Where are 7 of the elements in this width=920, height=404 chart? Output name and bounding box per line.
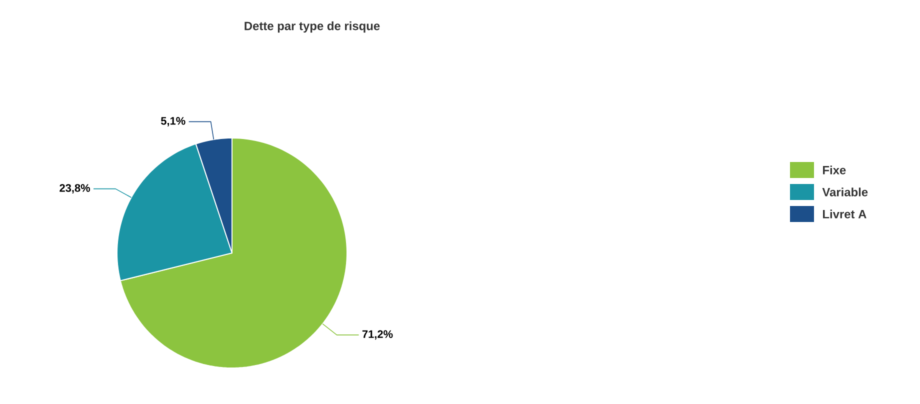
legend-label: Fixe — [823, 166, 846, 174]
legend-label: Variable — [822, 188, 868, 196]
chart-title: Dette par type de risque — [244, 21, 380, 33]
data-label: 5,1% — [160, 117, 186, 126]
legend-label: Livret A — [823, 210, 866, 218]
data-label: 71,2% — [362, 330, 393, 340]
data-label: 23,8% — [60, 184, 90, 194]
